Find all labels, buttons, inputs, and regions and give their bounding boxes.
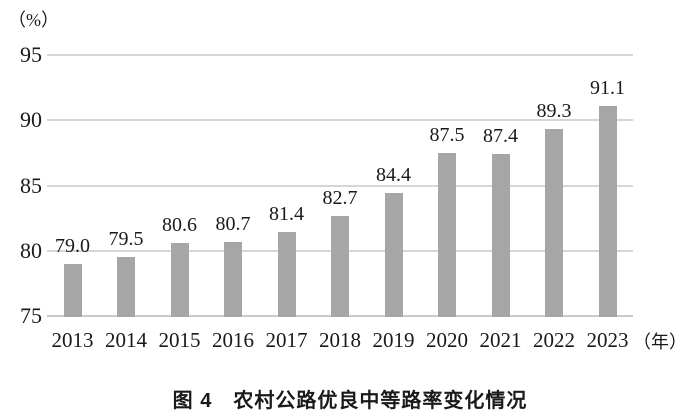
figure-caption: 图 4 农村公路优良中等路率变化情况 (172, 390, 528, 412)
y-tick-label-90: 90 (20, 107, 42, 133)
gridline-90 (47, 119, 633, 122)
bar-2021 (491, 154, 510, 317)
bar-2023 (598, 105, 617, 317)
x-tick-label-2022: 2022 (533, 328, 575, 352)
bar-2019 (384, 193, 403, 317)
bar-value-label-2013: 79.0 (55, 234, 90, 257)
bar-value-label-2019: 84.4 (376, 164, 411, 187)
bar-value-label-2020: 87.5 (429, 123, 465, 146)
x-tick-label-2018: 2018 (319, 328, 361, 352)
x-tick-label-2014: 2014 (105, 328, 147, 352)
y-tick-label-80: 80 (20, 237, 42, 263)
bar-2020 (438, 152, 456, 317)
bar-2014 (117, 257, 135, 317)
x-tick-label-2019: 2019 (372, 328, 415, 352)
bar-value-label-2018: 82.7 (322, 186, 358, 209)
bar-2018 (331, 215, 349, 317)
x-tick-label-2016: 2016 (212, 328, 254, 352)
x-tick-label-2013: 2013 (51, 328, 94, 352)
gridline-85 (47, 184, 633, 187)
bar-value-label-2023: 91.1 (590, 76, 625, 99)
x-tick-label-2015: 2015 (158, 328, 201, 352)
x-tick-label-2023: 2023 (586, 328, 629, 352)
bar-value-label-2021: 87.4 (483, 125, 518, 148)
y-axis-unit-label: （%） (8, 10, 59, 30)
y-tick-label-85: 85 (20, 172, 42, 198)
x-tick-label-2017: 2017 (265, 328, 308, 352)
bar-2015 (170, 242, 189, 317)
bar-value-label-2016: 80.7 (215, 212, 251, 235)
x-tick-label-2020: 2020 (426, 328, 468, 352)
bar-value-label-2022: 89.3 (536, 100, 572, 123)
bar-2016 (224, 241, 242, 317)
bar-2013 (63, 263, 82, 317)
y-tick-label-95: 95 (20, 42, 42, 67)
bar-2017 (277, 232, 296, 317)
bar-value-label-2017: 81.4 (269, 203, 304, 226)
bar-value-label-2015: 80.6 (162, 213, 197, 236)
y-tick-label-75: 75 (20, 303, 42, 328)
gridline-95 (47, 54, 633, 56)
bar-value-label-2014: 79.5 (108, 228, 144, 251)
x-tick-label-2021: 2021 (479, 328, 522, 352)
bar-2022 (545, 129, 563, 317)
x-axis-unit-label: （年） (633, 332, 687, 352)
